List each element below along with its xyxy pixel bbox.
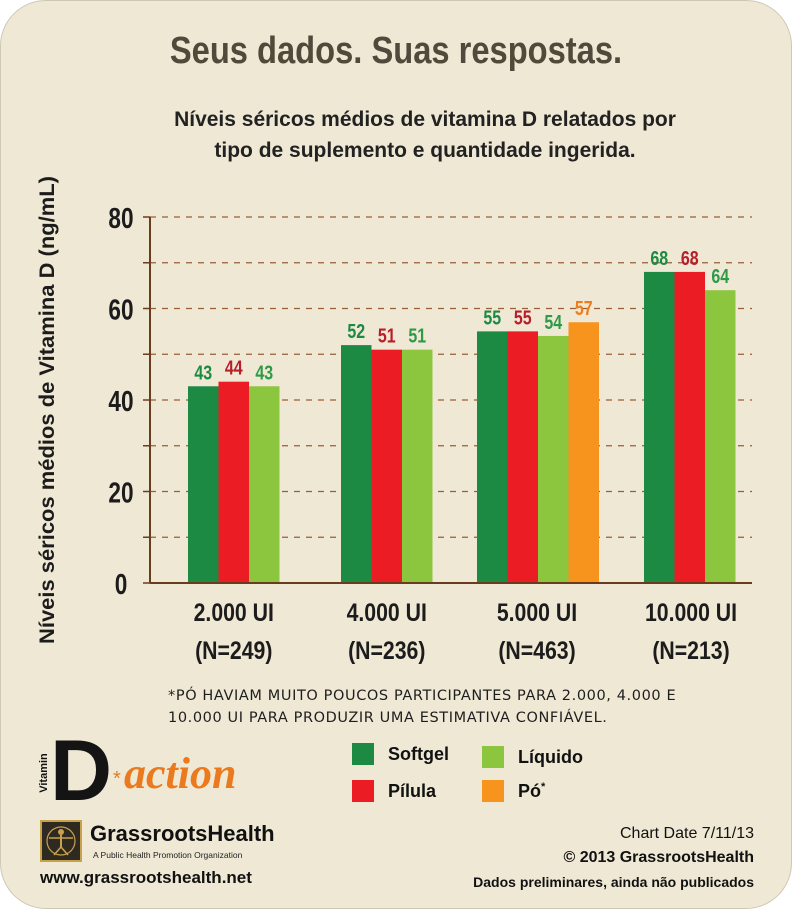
data-label: 51 <box>378 325 396 347</box>
legend-label-softgel: Softgel <box>388 743 449 764</box>
bar-pilula <box>507 331 538 583</box>
bar-pilula <box>371 349 402 583</box>
y-tick-label: 0 <box>115 567 128 600</box>
x-category-n-label: (N=213) <box>652 636 729 664</box>
grassroots-health-name: GrassrootsHealth <box>90 821 275 846</box>
legend-label-po-asterisk: * <box>541 780 546 793</box>
legend-swatch-softgel <box>352 743 374 765</box>
legend-label-po: Pó* <box>518 781 545 802</box>
subtitle-line-1: Níveis séricos médios de vitamina D rela… <box>174 108 676 131</box>
logo-action-text: action <box>124 749 237 798</box>
bar-liquido <box>402 349 433 583</box>
headline: Seus dados. Suas respostas. <box>169 30 623 72</box>
bar-softgel <box>341 345 372 583</box>
y-axis-title: Níveis séricos médios de Vitamina D (ng/… <box>36 176 59 644</box>
bar-pilula <box>674 271 705 583</box>
y-tick-label: 40 <box>108 384 133 417</box>
logo-star: * <box>113 768 121 790</box>
footnote-line-1: *PÓ HAVIAM MUITO POUCOS PARTICIPANTES PA… <box>168 688 677 704</box>
data-label: 68 <box>650 247 668 269</box>
y-tick-label: 20 <box>108 476 133 509</box>
legend-item-liquido: Líquido <box>482 745 583 769</box>
data-label: 44 <box>225 357 243 379</box>
legend-label-po-text: Pó <box>518 780 542 801</box>
legend-label-liquido: Líquido <box>518 746 583 767</box>
x-category-n-label: (N=463) <box>498 636 575 664</box>
vitamin-d-action-logo-vitamin: Vitamin <box>36 745 50 805</box>
subtitle-line-2: tipo de suplemento e quantidade ingerida… <box>214 139 636 162</box>
legend-swatch-po <box>482 780 504 802</box>
legend-item-po: Pó* <box>482 779 545 803</box>
bar-liquido <box>538 335 569 583</box>
chart-info: Chart Date 7/11/13 © 2013 GrassrootsHeal… <box>473 822 754 894</box>
legend-item-pilula: Pílula <box>352 779 436 803</box>
logo-vitamin-text: Vitamin <box>38 753 50 793</box>
bar-softgel <box>644 271 675 583</box>
x-category-n-label: (N=249) <box>195 636 272 664</box>
legend-label-pilula: Pílula <box>388 780 437 801</box>
y-tick-label: 80 <box>108 201 133 234</box>
x-category-label: 5.000 UI <box>497 598 577 626</box>
chart-subtitle: Níveis séricos médios de vitamina D rela… <box>95 104 755 166</box>
data-label: 54 <box>544 311 562 333</box>
legend-swatch-pilula <box>352 780 374 802</box>
x-category-label: 2.000 UI <box>194 598 274 626</box>
data-label: 57 <box>575 298 593 320</box>
legend-swatch-liquido <box>482 746 504 768</box>
data-label: 55 <box>514 307 532 329</box>
chart-date: Chart Date 7/11/13 <box>619 825 754 842</box>
data-label: 68 <box>681 247 699 269</box>
bar-softgel <box>188 386 219 583</box>
x-category-n-label: (N=236) <box>348 636 425 664</box>
y-tick-label: 60 <box>108 293 133 326</box>
data-label: 43 <box>255 362 273 384</box>
bar-softgel <box>477 331 508 583</box>
data-label: 55 <box>483 307 501 329</box>
bar-liquido <box>705 290 736 583</box>
logo-d-letter: D <box>50 723 113 819</box>
grassroots-health-tagline: A Public Health Promotion Organization <box>93 850 243 860</box>
footnote-line-2: 10.000 UI PARA PRODUZIR UMA ESTIMATIVA C… <box>168 710 608 726</box>
bar-pilula <box>218 381 249 583</box>
legend: Softgel Líquido Pílula Pó* <box>352 742 612 822</box>
preliminary-note: Dados preliminares, ainda não publicados <box>473 874 754 890</box>
footnote: *PÓ HAVIAM MUITO POUCOS PARTICIPANTES PA… <box>168 685 768 729</box>
x-category-label: 10.000 UI <box>645 598 737 626</box>
data-label: 64 <box>711 266 729 288</box>
bar-po <box>568 322 599 583</box>
bar-liquido <box>249 386 280 583</box>
data-label: 43 <box>194 362 212 384</box>
vitruvian-man-icon <box>40 820 82 862</box>
x-category-label: 4.000 UI <box>347 598 427 626</box>
legend-item-softgel: Softgel <box>352 742 449 766</box>
website-url: www.grassrootshealth.net <box>40 868 252 887</box>
data-label: 52 <box>347 320 365 342</box>
copyright: © 2013 GrassrootsHealth <box>563 849 754 866</box>
data-label: 51 <box>408 325 426 347</box>
